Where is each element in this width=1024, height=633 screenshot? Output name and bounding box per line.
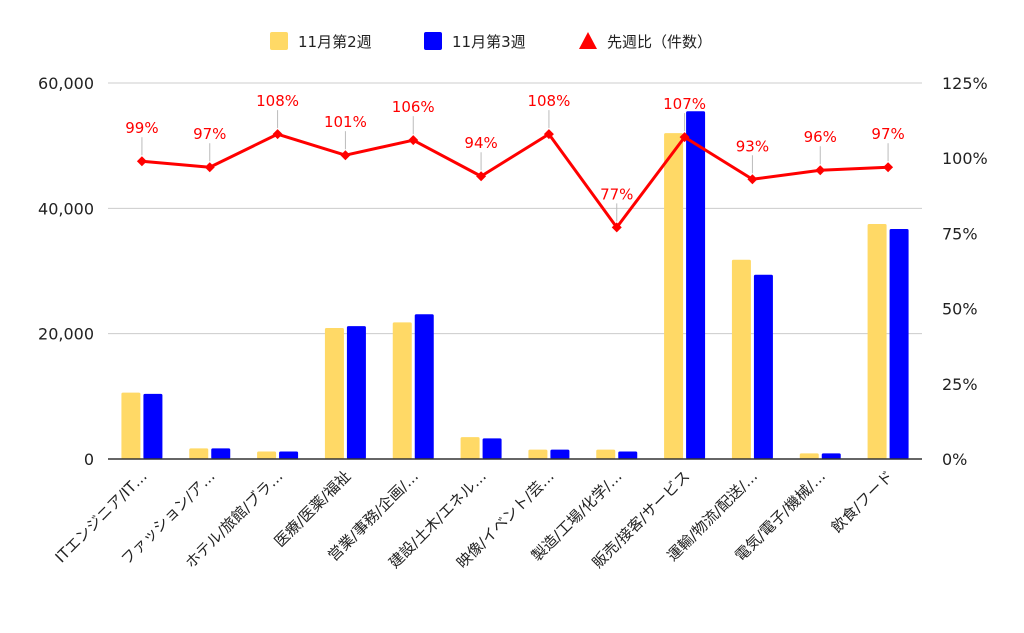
bar-week3	[753, 274, 773, 459]
y-left-tick-label: 20,000	[38, 325, 94, 344]
ratio-data-label: 94%	[464, 134, 497, 152]
bar-week2	[731, 259, 751, 459]
ratio-data-label: 108%	[256, 92, 299, 110]
bar-week2	[867, 224, 887, 459]
y-right-tick-label: 125%	[942, 74, 988, 93]
y-left-tick-label: 0	[84, 450, 94, 469]
bar-week3	[279, 451, 299, 459]
legend-label: 11月第2週	[298, 33, 372, 51]
ratio-data-label: 99%	[125, 119, 158, 137]
legend-swatch	[579, 32, 597, 49]
legend-swatch	[270, 32, 288, 50]
bar-week2	[664, 133, 684, 459]
ratio-marker	[883, 162, 894, 173]
y-left-tick-label: 40,000	[38, 199, 94, 218]
bar-week3	[686, 111, 706, 459]
bar-week2	[392, 322, 412, 459]
y-right-tick-label: 25%	[942, 375, 978, 394]
y-right-tick-label: 100%	[942, 149, 988, 168]
ratio-data-label: 97%	[193, 125, 226, 143]
ratio-data-label: 107%	[663, 95, 706, 113]
bars	[121, 111, 909, 459]
ratio-marker	[679, 132, 690, 143]
bar-week3	[618, 451, 638, 459]
bar-week3	[346, 326, 366, 459]
bar-week2	[189, 448, 209, 459]
ratio-marker	[747, 174, 758, 185]
ratio-marker	[611, 222, 622, 233]
bar-week3	[211, 448, 231, 459]
bar-week2	[596, 449, 616, 459]
ratio-data-label: 77%	[600, 185, 633, 203]
bar-week3	[143, 393, 163, 459]
bar-week3	[550, 449, 570, 459]
legend-label: 先週比（件数）	[607, 33, 712, 51]
bar-week2	[528, 449, 548, 459]
gridlines	[108, 82, 922, 335]
ratio-marker	[340, 150, 351, 161]
y-left-tick-label: 60,000	[38, 74, 94, 93]
ratio-marker	[272, 129, 283, 140]
ratio-data-label: 97%	[871, 125, 904, 143]
bar-week2	[257, 451, 277, 459]
y-right-tick-label: 50%	[942, 300, 978, 319]
y-right-tick-label: 75%	[942, 224, 978, 243]
bar-week2	[121, 392, 141, 459]
bar-week3	[821, 453, 841, 459]
ratio-data-label: 106%	[392, 98, 435, 116]
bar-week2	[460, 437, 480, 459]
bar-week3	[414, 314, 434, 459]
ratio-marker	[204, 162, 215, 173]
ratio-marker	[476, 171, 487, 182]
bar-week2	[799, 453, 819, 459]
ratio-data-label: 101%	[324, 113, 367, 131]
ratio-line-path	[141, 132, 889, 229]
y-right-tick-label: 0%	[942, 450, 967, 469]
ratio-marker	[408, 135, 419, 146]
legend-swatch	[424, 32, 442, 50]
ratio-data-label: 96%	[804, 128, 837, 146]
axes: 020,00040,00060,0000%25%50%75%100%125%IT…	[38, 74, 988, 572]
legend: 11月第2週 11月第3週 先週比（件数）	[270, 32, 712, 51]
ratio-line: 99% 97% 108% 101% 106% 94% 108% 77% 107% 93% 96% 97…	[125, 92, 905, 233]
legend-label: 11月第3週	[452, 33, 526, 51]
bar-week3	[889, 229, 909, 459]
ratio-marker	[815, 165, 826, 176]
bar-week3	[482, 438, 502, 459]
ratio-data-label: 93%	[736, 137, 769, 155]
ratio-data-label: 108%	[527, 92, 570, 110]
ratio-marker	[543, 129, 554, 140]
ratio-marker	[136, 156, 147, 167]
bar-week2	[324, 328, 344, 459]
category-label: 飲食/フード	[828, 467, 897, 536]
